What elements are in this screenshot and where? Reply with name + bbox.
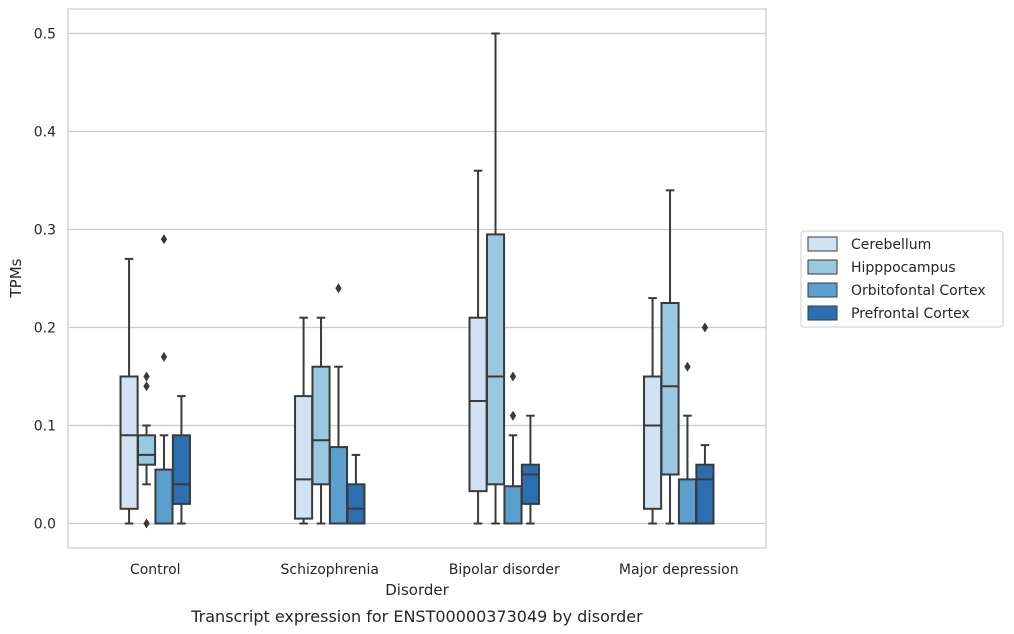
legend: Cerebellum Hipppocampus Orbitofontal Corte… (800, 230, 1004, 328)
box-body (695, 463, 715, 525)
y-tick-label: 0.1 (34, 419, 56, 435)
legend-swatch (807, 236, 838, 252)
y-tick-label: 0.0 (34, 517, 56, 533)
y-tick-label: 0.3 (34, 223, 56, 239)
legend-label: Prefrontal Cortex (851, 306, 970, 322)
legend-label: Hipppocampus (851, 260, 956, 276)
outlier-point (160, 234, 168, 245)
y-tick-label: 0.4 (34, 125, 56, 141)
box-group (136, 371, 157, 529)
legend-label: Orbitofontal Cortex (851, 283, 986, 299)
box-body (346, 483, 366, 525)
box-body (677, 478, 698, 525)
box-body (154, 468, 174, 525)
box-body (136, 434, 157, 466)
y-tick-labels: 0.0 0.1 0.2 0.3 0.4 0.5 (34, 27, 56, 533)
y-axis-label: TPMs (7, 258, 25, 298)
box-body (520, 463, 540, 505)
x-tick-label: Major depression (619, 562, 739, 578)
box-body (119, 375, 139, 510)
box-body (328, 446, 349, 525)
outlier-point (143, 371, 150, 382)
box-group (677, 361, 698, 525)
x-tick-label: Control (130, 562, 181, 578)
box-body (485, 233, 506, 486)
box-group (328, 283, 349, 525)
box-body (503, 485, 523, 525)
box-body (294, 395, 314, 520)
outlier-point (509, 371, 517, 382)
box-body (660, 302, 680, 476)
box-group (643, 297, 663, 525)
outlier-point (160, 351, 168, 362)
legend-swatch (807, 282, 838, 298)
outlier-point (701, 322, 709, 333)
box-body (311, 365, 331, 486)
box-body (468, 316, 488, 493)
box-body (643, 375, 663, 510)
box-group (485, 32, 506, 525)
box-group (294, 316, 314, 525)
legend-label: Cerebellum (851, 237, 931, 253)
legend-swatch (807, 305, 838, 321)
outlier-point (143, 381, 150, 392)
outlier-point (684, 361, 691, 372)
box-group (660, 189, 680, 525)
y-tick-label: 0.2 (34, 321, 56, 337)
legend-swatch (807, 259, 838, 275)
x-tick-labels: Control Schizophrenia Bipolar disorder Majo… (130, 562, 739, 578)
outlier-point (509, 410, 517, 421)
x-tick-label: Bipolar disorder (449, 562, 560, 578)
outlier-point (143, 518, 150, 529)
chart-caption: Transcript expression for ENST0000037304… (190, 607, 643, 626)
box-groups (119, 32, 715, 529)
outlier-point (335, 283, 342, 294)
x-axis-label: Disorder (385, 581, 449, 599)
box-group (503, 371, 523, 525)
box-group (171, 395, 191, 525)
box-group (346, 453, 366, 525)
box-group (695, 322, 715, 525)
x-tick-label: Schizophrenia (281, 562, 379, 578)
box-group (311, 316, 331, 525)
y-tick-label: 0.5 (34, 27, 56, 43)
box-body (171, 434, 191, 505)
legend-frame (800, 230, 1004, 328)
box-group (520, 414, 540, 525)
